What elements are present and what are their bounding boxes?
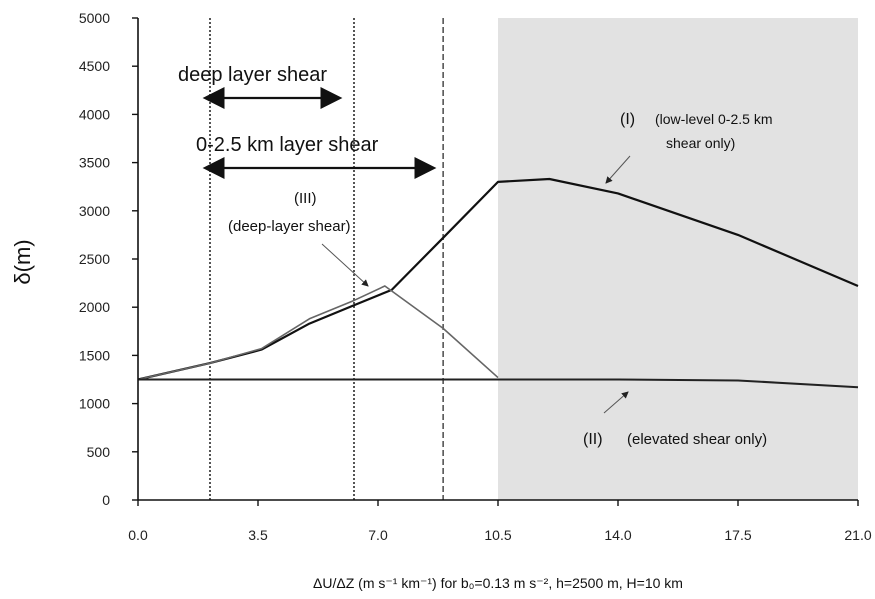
annotation-label-I-desc-line1: (low-level 0-2.5 km — [655, 111, 772, 127]
annotation-label-III-desc: (deep-layer shear) — [228, 218, 351, 235]
y-axis-ticks: 0 500 1000 1500 2000 2500 3000 3500 4000 4500 5000 — [79, 10, 138, 508]
shaded-region — [498, 18, 858, 500]
x-tick-label: 21.0 — [844, 527, 871, 543]
annotation-label-III: (III) — [294, 190, 317, 207]
y-tick-label: 2000 — [79, 299, 110, 315]
pointer-III — [321, 243, 369, 287]
x-tick-label: 14.0 — [604, 527, 631, 543]
x-tick-label: 17.5 — [724, 527, 751, 543]
pointer-I — [605, 155, 631, 184]
series-line-2 — [137, 285, 499, 381]
y-tick-label: 4000 — [79, 106, 110, 122]
y-tick-label: 3000 — [79, 203, 110, 219]
y-axis-label: δ(m) — [10, 239, 35, 284]
y-tick-label: 0 — [102, 492, 110, 508]
y-tick-label: 5000 — [79, 10, 110, 26]
annotation-label-II: (II) — [583, 431, 603, 448]
annotation-label-II-desc: (elevated shear only) — [627, 431, 767, 448]
x-axis-ticks: 0.0 3.5 7.0 10.5 14.0 17.5 21.0 — [128, 500, 872, 543]
annotation-label-I: (I) — [620, 111, 635, 128]
x-tick-label: 0.0 — [128, 527, 148, 543]
vertical-reference-lines — [209, 18, 444, 500]
x-tick-label: 7.0 — [368, 527, 388, 543]
annotation-label-I-desc-line2: shear only) — [666, 135, 735, 151]
annotation-0-2.5km-layer-shear: 0-2.5 km layer shear — [196, 134, 379, 156]
x-axis-label: ΔU/ΔZ (m s⁻¹ km⁻¹) for b₀=0.13 m s⁻², h=… — [313, 575, 683, 591]
y-tick-label: 2500 — [79, 251, 110, 267]
pointer-II — [603, 391, 629, 414]
y-tick-label: 4500 — [79, 58, 110, 74]
y-tick-label: 1000 — [79, 396, 110, 412]
y-tick-label: 3500 — [79, 155, 110, 171]
annotation-deep-layer-shear: deep layer shear — [178, 64, 327, 86]
y-tick-label: 500 — [87, 444, 111, 460]
y-tick-label: 1500 — [79, 347, 110, 363]
series-line-3 — [138, 378, 859, 389]
series-group — [137, 177, 859, 389]
x-tick-label: 10.5 — [484, 527, 511, 543]
x-tick-label: 3.5 — [248, 527, 268, 543]
